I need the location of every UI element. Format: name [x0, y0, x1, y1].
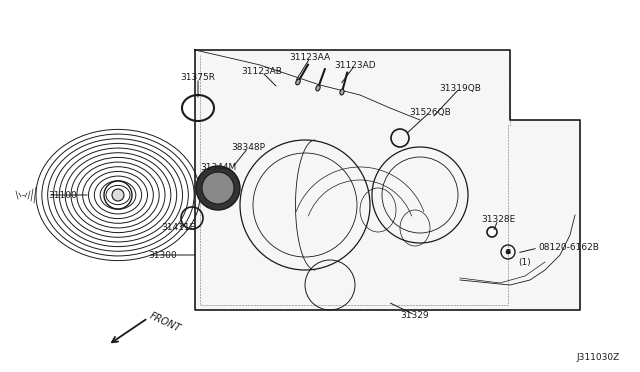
Circle shape	[487, 227, 497, 237]
Text: 31300: 31300	[148, 250, 177, 260]
Text: 31328E: 31328E	[481, 215, 515, 224]
Ellipse shape	[296, 79, 300, 85]
Text: 08120-6162B: 08120-6162B	[538, 244, 599, 253]
Circle shape	[112, 189, 124, 201]
Text: 31526QB: 31526QB	[409, 108, 451, 116]
Polygon shape	[195, 50, 580, 310]
Text: B: B	[506, 249, 511, 255]
Text: (1): (1)	[518, 257, 531, 266]
Circle shape	[506, 250, 510, 254]
Text: 31344M: 31344M	[200, 164, 236, 173]
Text: 31100: 31100	[48, 190, 77, 199]
Circle shape	[202, 172, 234, 204]
Ellipse shape	[316, 85, 320, 91]
Text: 38348P: 38348P	[231, 144, 265, 153]
Text: FRONT: FRONT	[148, 311, 182, 334]
Text: J311030Z: J311030Z	[577, 353, 620, 362]
Circle shape	[196, 166, 240, 210]
Text: 31319QB: 31319QB	[439, 83, 481, 93]
Text: 31123AA: 31123AA	[289, 54, 331, 62]
Text: 31123AB: 31123AB	[241, 67, 282, 77]
Text: 31123AD: 31123AD	[334, 61, 376, 70]
Text: 31375R: 31375R	[180, 74, 216, 83]
Text: 31411E: 31411E	[161, 224, 195, 232]
Text: 31329: 31329	[401, 311, 429, 320]
Ellipse shape	[340, 89, 344, 95]
